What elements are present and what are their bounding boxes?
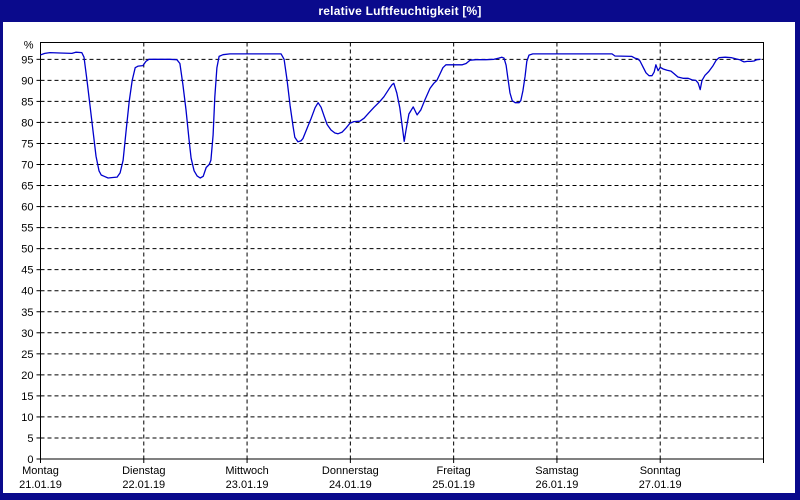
date-label: 25.01.19 xyxy=(432,479,475,491)
y-tick-label: 50 xyxy=(21,244,33,256)
y-tick-label: 15 xyxy=(21,391,33,403)
date-label: 27.01.19 xyxy=(639,479,682,491)
y-tick-label: 10 xyxy=(21,412,33,424)
y-tick-label: 95 xyxy=(21,54,33,66)
day-label: Dienstag xyxy=(122,465,165,477)
day-label: Samstag xyxy=(535,465,578,477)
y-tick-label: 35 xyxy=(21,307,33,319)
y-tick-label: 30 xyxy=(21,328,33,340)
chart-title: relative Luftfeuchtigkeit [%] xyxy=(318,4,482,18)
y-tick-label: 65 xyxy=(21,181,33,193)
y-tick-label: 20 xyxy=(21,370,33,382)
date-label: 23.01.19 xyxy=(226,479,269,491)
chart-canvas: 0 5 10 15 20 25 30 35 40 45 50 55 60 65 70 75 80 85 90 95% M… xyxy=(19,40,764,491)
y-tick-label: 70 xyxy=(21,160,33,172)
title-bar: relative Luftfeuchtigkeit [%] xyxy=(0,0,800,22)
y-tick-label: 55 xyxy=(21,223,33,235)
plot-border xyxy=(40,42,764,460)
y-tick-label: 5 xyxy=(27,433,33,445)
y-tick-label: 40 xyxy=(21,286,33,298)
date-label: 22.01.19 xyxy=(122,479,165,491)
y-tick-label: 0 xyxy=(27,454,33,466)
y-tick-label: 25 xyxy=(21,349,33,361)
y-tick-label: 75 xyxy=(21,138,33,150)
y-tick-label: 60 xyxy=(21,202,33,214)
y-tick-label: 45 xyxy=(21,265,33,277)
day-label: Mittwoch xyxy=(225,465,268,477)
date-label: 24.01.19 xyxy=(329,479,372,491)
day-label: Donnerstag xyxy=(322,465,379,477)
y-tick-label: 90 xyxy=(21,75,33,87)
y-tick-label: 85 xyxy=(21,96,33,108)
y-tick-label: 80 xyxy=(21,117,33,129)
day-label: Freitag xyxy=(437,465,471,477)
humidity-line xyxy=(40,51,761,179)
y-axis-unit-label: % xyxy=(24,40,34,52)
chart-area: 0 5 10 15 20 25 30 35 40 45 50 55 60 65 70 75 80 85 90 95% M… xyxy=(3,22,795,493)
date-label: 21.01.19 xyxy=(19,479,62,491)
date-label: 26.01.19 xyxy=(536,479,579,491)
day-label: Montag xyxy=(22,465,59,477)
day-label: Sonntag xyxy=(640,465,681,477)
